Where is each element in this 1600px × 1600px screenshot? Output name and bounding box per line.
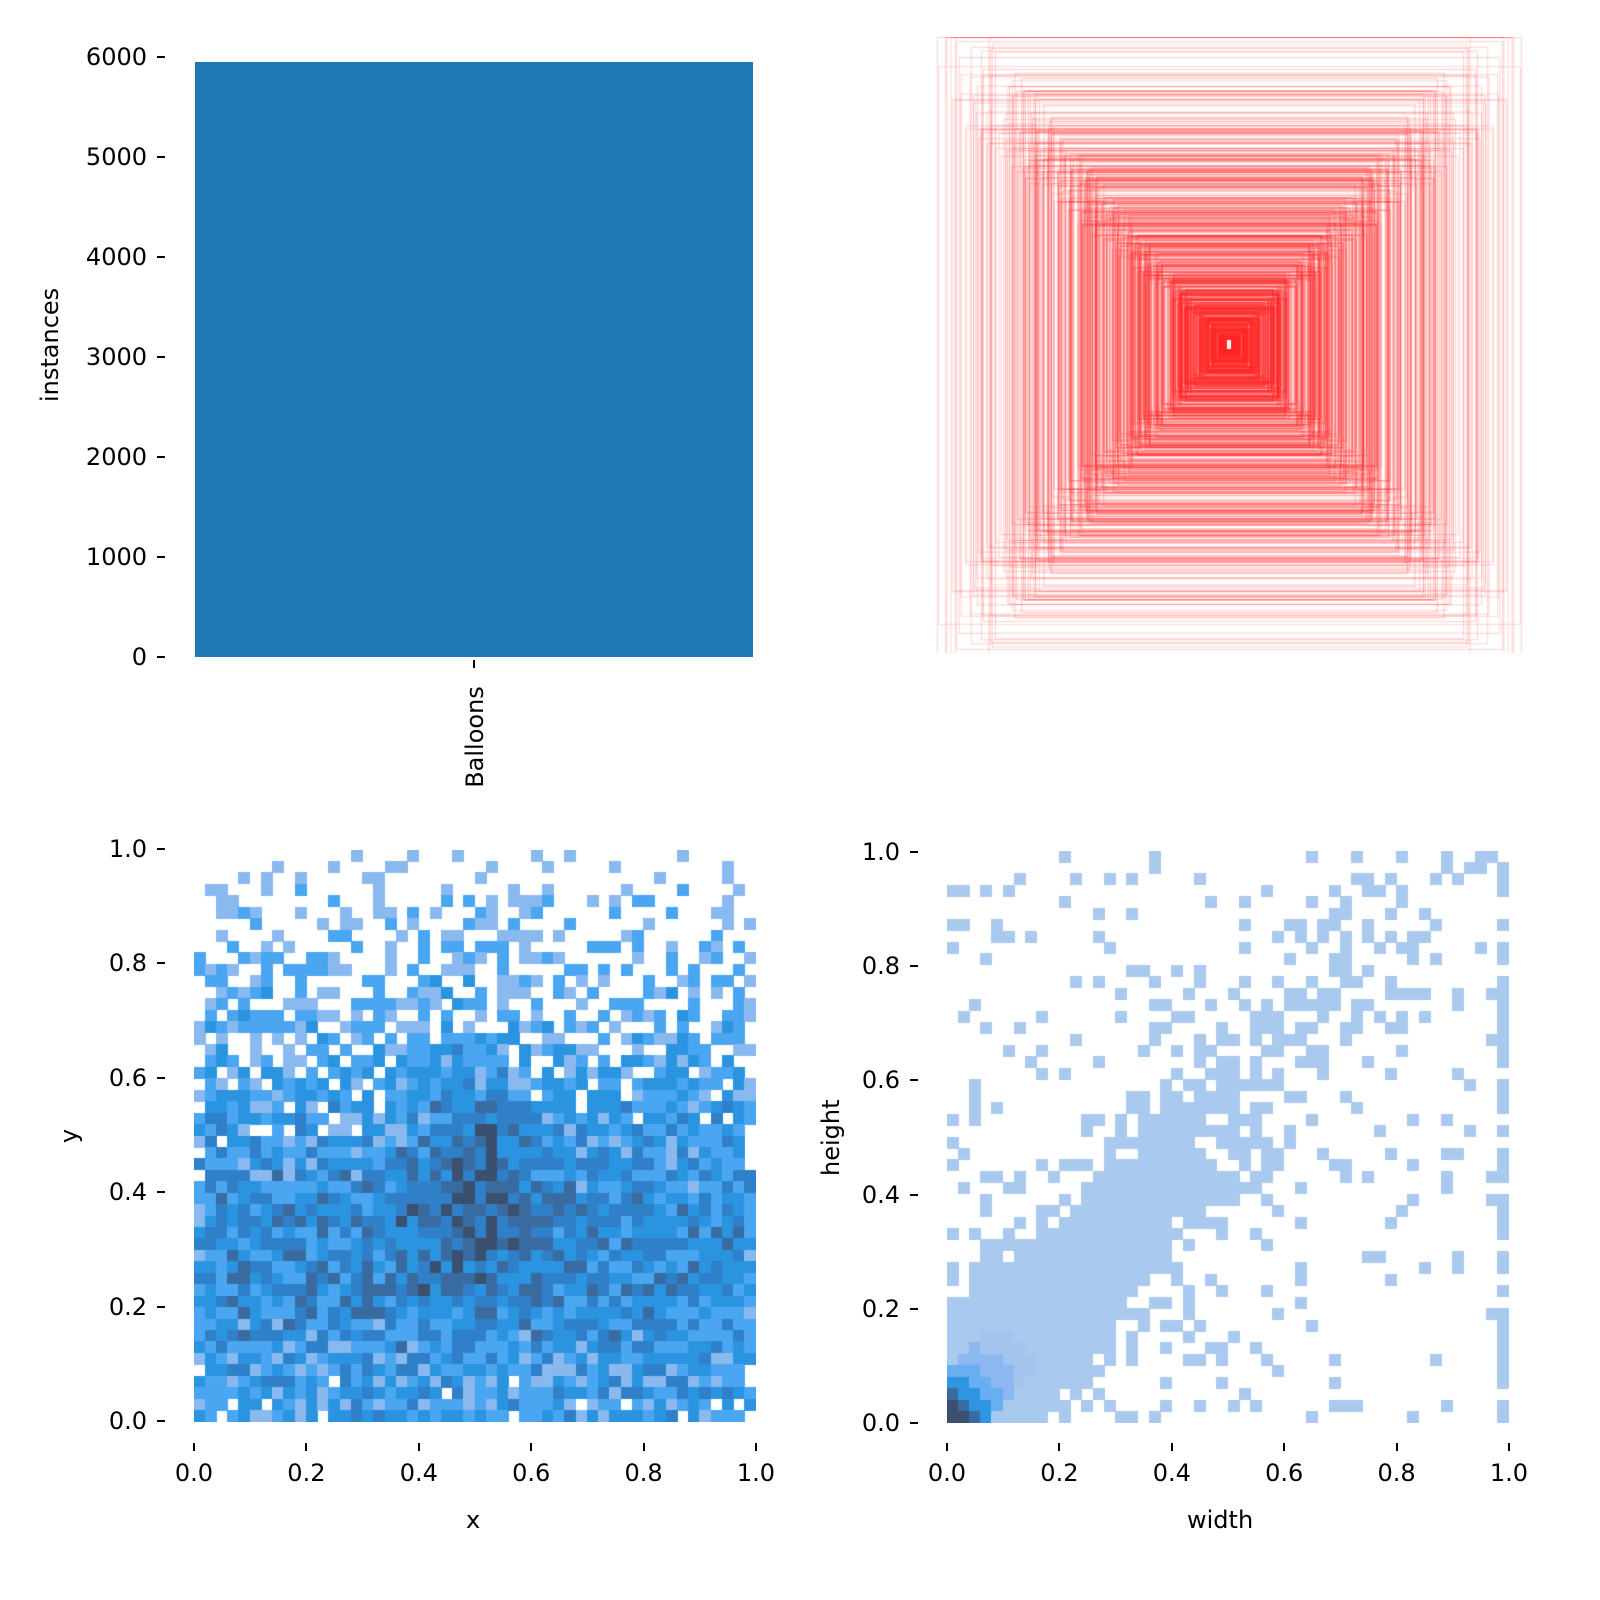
y-tick: [910, 851, 918, 853]
bar-y-axis-label: instances: [36, 287, 64, 402]
y-tick: [157, 1076, 165, 1079]
bar-y-tick-label: 1000: [85, 543, 147, 571]
bar-y-tick-label: 2000: [85, 443, 147, 471]
x-tick-label: 0.8: [624, 1459, 663, 1487]
x-tick: [1058, 1443, 1061, 1451]
bar-balloons: [195, 62, 753, 657]
x-tick: [305, 1443, 308, 1451]
bar-y-tick-label: 0: [131, 643, 147, 671]
x-tick-label: 0.6: [512, 1459, 551, 1487]
x-tick-label: 0.8: [1377, 1459, 1416, 1487]
y-tick-label: 0.4: [861, 1180, 900, 1209]
bar-y-tick: [157, 456, 165, 458]
y-tick: [910, 1307, 918, 1310]
y-tick-label: 0.6: [108, 1063, 147, 1092]
y-tick-label: 0.0: [861, 1409, 900, 1437]
y-tick: [157, 1191, 165, 1194]
y-tick: [157, 848, 165, 850]
y-tick-label: 0.0: [108, 1407, 147, 1435]
y-tick: [910, 1422, 918, 1424]
bar-x-tick: [473, 660, 475, 668]
x-tick: [1283, 1443, 1286, 1451]
bar-y-tick-label: 3000: [85, 343, 147, 371]
y-tick-label: 0.4: [108, 1178, 147, 1207]
bar-y-tick: [157, 356, 165, 358]
x-tick: [1508, 1443, 1510, 1451]
x-tick: [642, 1443, 645, 1451]
bar-y-tick: [157, 656, 165, 658]
bar-x-tick-label: Balloons: [461, 686, 489, 788]
y-tick: [910, 1079, 918, 1082]
bar-y-tick: [157, 256, 165, 258]
y-tick: [157, 1305, 165, 1308]
x-tick-label: 0.4: [1152, 1459, 1191, 1487]
wh-heatmap: [947, 851, 1509, 1423]
xy-heatmap: [194, 850, 756, 1422]
y-tick-label: 1.0: [861, 838, 900, 866]
x-tick-label: 0.6: [1265, 1459, 1304, 1487]
xy-y-axis-label: y: [55, 1128, 84, 1144]
x-tick-label: 1.0: [1489, 1459, 1529, 1487]
bar-y-tick-label: 6000: [85, 43, 147, 71]
y-tick-label: 0.2: [108, 1292, 147, 1321]
x-tick-label: 1.0: [736, 1459, 776, 1487]
x-tick-label: 0.2: [287, 1459, 326, 1487]
wh-y-axis-label: height: [817, 1099, 845, 1177]
x-tick-label: 0.4: [399, 1459, 438, 1487]
x-tick: [1395, 1443, 1398, 1451]
wh-x-axis-label: width: [1187, 1506, 1254, 1534]
y-tick: [157, 1420, 165, 1422]
bar-y-tick: [157, 556, 165, 558]
x-tick: [417, 1443, 420, 1451]
bar-y-tick-label: 5000: [85, 143, 147, 171]
y-tick-label: 0.8: [108, 949, 147, 978]
x-tick-label: 0.0: [174, 1459, 214, 1487]
bar-y-tick: [157, 56, 165, 58]
y-tick-label: 0.2: [861, 1294, 900, 1323]
y-tick: [910, 1193, 918, 1196]
x-tick: [1170, 1443, 1173, 1451]
y-tick-label: 0.8: [861, 952, 900, 981]
x-tick: [755, 1443, 757, 1451]
xy-x-axis-label: x: [466, 1506, 481, 1534]
bar-y-tick-label: 4000: [85, 243, 147, 271]
x-tick-label: 0.0: [927, 1459, 967, 1487]
x-tick: [530, 1443, 533, 1451]
y-tick-label: 0.6: [861, 1066, 900, 1095]
x-tick-label: 0.2: [1040, 1459, 1079, 1487]
y-tick-label: 1.0: [108, 835, 147, 863]
y-tick: [157, 962, 165, 965]
y-tick: [910, 965, 918, 968]
x-tick: [193, 1443, 195, 1451]
x-tick: [946, 1443, 948, 1451]
bar-y-tick: [157, 156, 165, 158]
bounding-box-overlay: [921, 37, 1537, 653]
